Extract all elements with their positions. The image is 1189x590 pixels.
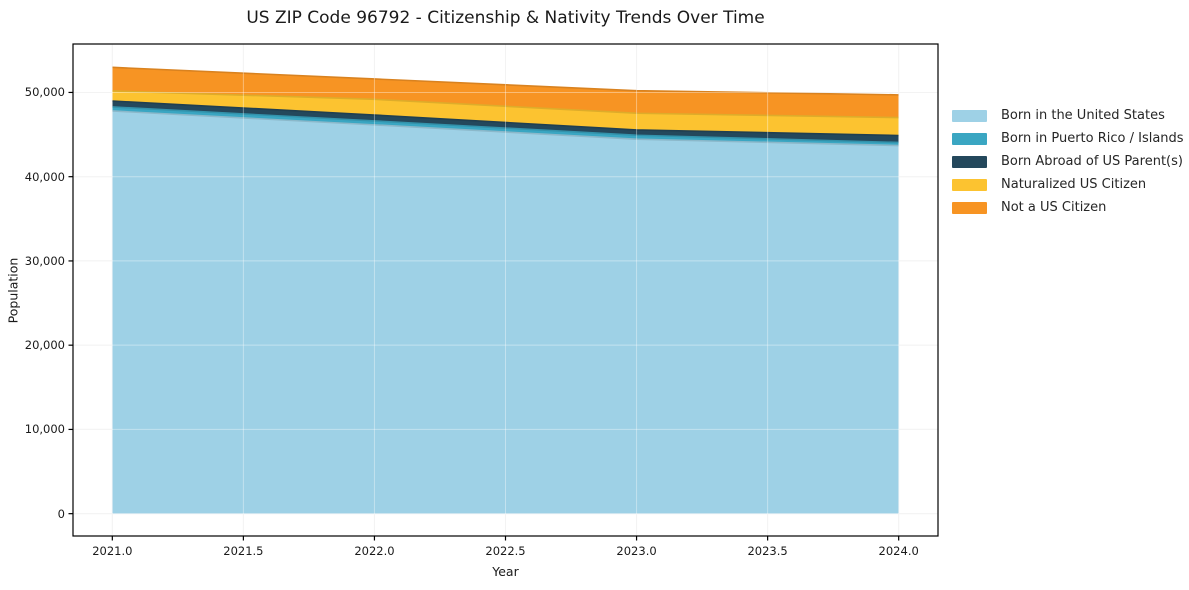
legend-label: Born Abroad of US Parent(s) [1001,154,1183,169]
legend-item: Born Abroad of US Parent(s) [952,150,1184,173]
legend: Born in the United States Born in Puerto … [952,104,1184,219]
x-tick-label: 2021.5 [223,544,264,558]
legend-label: Born in the United States [1001,108,1165,123]
legend-item: Naturalized US Citizen [952,173,1184,196]
area-edge [112,100,899,137]
legend-label: Naturalized US Citizen [1001,177,1147,192]
x-tick-label: 2024.0 [878,544,919,558]
y-tick-label: 30,000 [24,253,65,268]
legend-swatch [952,178,987,191]
legend-swatch [952,109,987,122]
y-tick-label: 50,000 [24,85,65,100]
area-edge [112,90,899,119]
x-tick-label: 2022.5 [485,544,526,558]
area-edge [112,106,899,144]
legend-item: Born in Puerto Rico / Islands [952,127,1184,150]
x-tick-label: 2023.5 [747,544,788,558]
legend-swatch [952,155,987,168]
area-naturalized-us-citizen [112,90,899,136]
area-edge [112,110,899,147]
legend-swatch [952,201,987,214]
x-axis-label: Year [492,564,519,579]
area-born-in-puerto-rico-islands [112,106,899,146]
x-tick-label: 2023.0 [616,544,657,558]
x-tick-label: 2021.0 [92,544,133,558]
legend-swatch [952,132,987,145]
legend-label: Not a US Citizen [1001,200,1107,215]
legend-label: Born in Puerto Rico / Islands [1001,131,1184,146]
y-tick-label: 20,000 [24,338,65,353]
y-tick-label: 10,000 [24,422,65,437]
y-tick-label: 0 [57,506,65,521]
area-edge [112,66,899,96]
area-born-in-the-united-states [112,110,899,514]
x-tick-label: 2022.0 [354,544,395,558]
area-not-a-us-citizen [112,67,899,118]
legend-item: Not a US Citizen [952,196,1184,219]
chart-title: US ZIP Code 96792 - Citizenship & Nativi… [246,8,765,28]
y-tick-label: 40,000 [24,169,65,184]
legend-item: Born in the United States [952,104,1184,127]
